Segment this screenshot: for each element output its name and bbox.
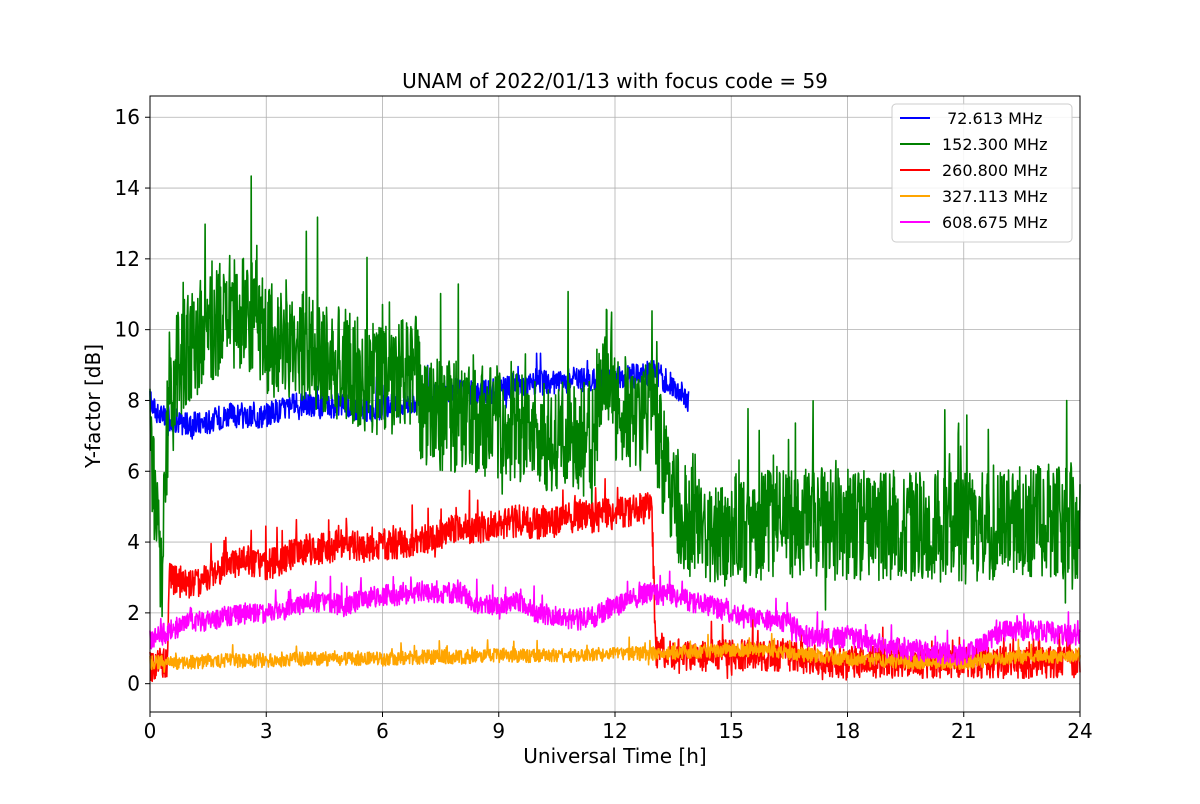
y-tick-label: 6	[127, 459, 140, 483]
y-tick-label: 0	[127, 672, 140, 696]
series-line	[149, 632, 1081, 673]
legend-box	[891, 103, 1073, 243]
x-tick-label: 24	[1067, 719, 1092, 743]
legend-label: 260.800 MHz	[942, 161, 1047, 180]
y-tick-label: 12	[115, 247, 140, 271]
x-tick-label: 15	[719, 719, 744, 743]
x-tick-label: 3	[260, 719, 273, 743]
x-tick-label: 12	[602, 719, 627, 743]
y-tick-label: 2	[127, 601, 140, 625]
y-tick-label: 16	[115, 105, 140, 129]
x-ticks: 0 3 6 9 12 15 18 21 24	[144, 712, 1093, 743]
x-tick-label: 6	[376, 719, 389, 743]
series-lines	[149, 175, 1081, 683]
x-axis-label: Universal Time [h]	[523, 744, 706, 768]
x-tick-label: 9	[492, 719, 505, 743]
y-tick-label: 14	[115, 176, 140, 200]
y-ticks: 0 2 4 6 8 10 12 14 16	[115, 105, 150, 696]
x-tick-label: 21	[951, 719, 976, 743]
legend-label: 152.300 MHz	[942, 135, 1047, 154]
y-tick-label: 4	[127, 530, 140, 554]
legend-label: 608.675 MHz	[942, 213, 1047, 232]
chart-title: UNAM of 2022/01/13 with focus code = 59	[402, 69, 828, 93]
legend: 72.613 MHz 152.300 MHz 260.800 MHz 327.113 …	[891, 103, 1073, 243]
series-line	[149, 175, 1081, 618]
legend-label: 327.113 MHz	[942, 187, 1047, 206]
legend-label: 72.613 MHz	[942, 109, 1042, 128]
y-tick-label: 8	[127, 388, 140, 412]
y-tick-label: 10	[115, 318, 140, 342]
y-axis-label: Y-factor [dB]	[81, 344, 105, 469]
x-tick-label: 18	[835, 719, 860, 743]
x-tick-label: 0	[144, 719, 157, 743]
series-line	[149, 570, 1081, 666]
